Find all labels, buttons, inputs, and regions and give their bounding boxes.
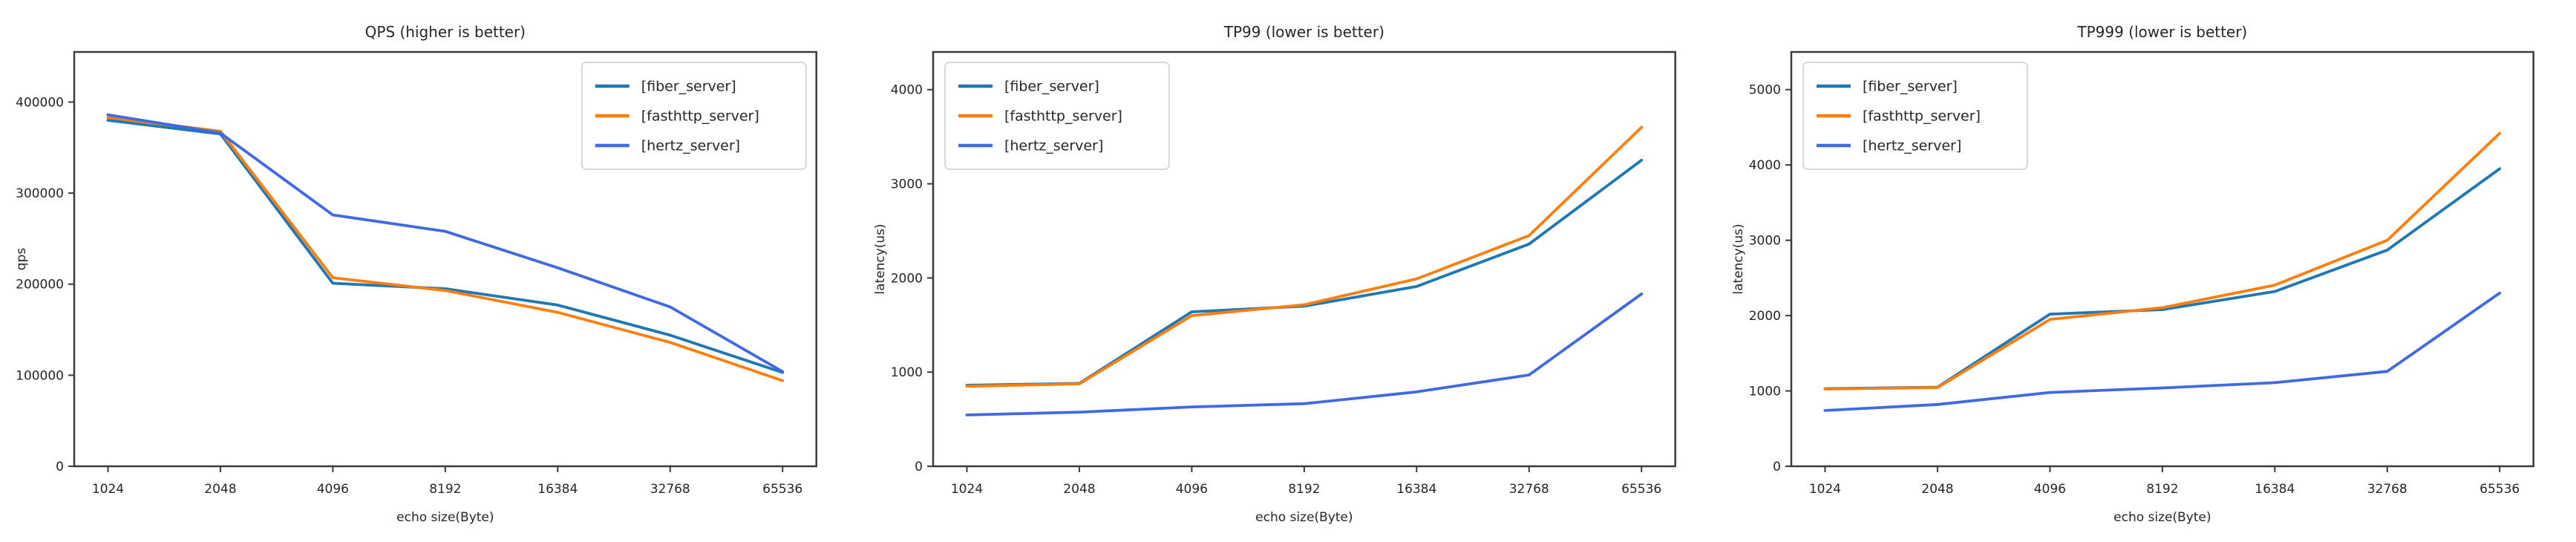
y-tick-label: 3000 xyxy=(1749,234,1781,249)
x-tick-label: 2048 xyxy=(204,482,236,497)
series-line-hertz_server xyxy=(965,292,1643,417)
x-tick-label: 8192 xyxy=(429,482,461,497)
y-tick-label: 0 xyxy=(915,460,923,474)
y-tick-label: 4000 xyxy=(890,83,922,98)
y-axis: 0 1000 2000 3000 4000 xyxy=(890,83,933,474)
legend-box xyxy=(1802,62,2028,170)
x-tick-label: 32768 xyxy=(650,482,690,497)
x-tick-label: 4096 xyxy=(317,482,349,497)
series-line-fasthttp_server xyxy=(106,116,785,382)
chart-title: QPS (higher is better) xyxy=(365,23,526,41)
x-tick-label: 4096 xyxy=(2034,482,2066,497)
y-tick-label: 4000 xyxy=(1749,158,1781,173)
y-tick-label: 200000 xyxy=(16,278,64,293)
tp99-chart-canvas: TP99 (lower is better) 0 1000 2000 3000 4000 1… xyxy=(858,0,1718,542)
legend: [fiber_server] [fasthttp_server] [hertz_se… xyxy=(944,62,1170,170)
x-tick-label: 16384 xyxy=(537,482,578,497)
x-axis: 1024 2048 4096 8192 16384 32768 65536 xyxy=(951,466,1661,497)
x-tick-label: 65536 xyxy=(2480,482,2520,497)
chart-tp99: TP99 (lower is better) 0 1000 2000 3000 4000 1… xyxy=(858,0,1718,542)
chart-qps: QPS (higher is better) 0 100000 200000 30000… xyxy=(0,0,859,542)
legend: [fiber_server] [fasthttp_server] [hertz_se… xyxy=(1802,62,2028,170)
x-tick-label: 65536 xyxy=(1621,482,1661,497)
legend-label: [fiber_server] xyxy=(641,78,736,94)
legend-label: [fiber_server] xyxy=(1863,78,1958,94)
series-line-hertz_server xyxy=(106,113,785,373)
x-tick-label: 16384 xyxy=(2255,482,2295,497)
x-tick-label: 32768 xyxy=(2367,482,2407,497)
x-tick-label: 1024 xyxy=(951,482,983,497)
chart-title: TP999 (lower is better) xyxy=(2077,23,2248,41)
y-tick-label: 2000 xyxy=(1749,309,1781,324)
y-tick-label: 1000 xyxy=(1749,385,1781,399)
x-axis-label: echo size(Byte) xyxy=(1255,510,1353,525)
legend-label: [fasthttp_server] xyxy=(1863,108,1981,124)
x-tick-label: 2048 xyxy=(1922,482,1954,497)
y-tick-label: 400000 xyxy=(16,95,64,110)
tp999-chart-canvas: TP999 (lower is better) 0 1000 2000 3000 4000… xyxy=(1717,0,2576,542)
series-line-fasthttp_server xyxy=(1823,131,2502,391)
chart-tp999: TP999 (lower is better) 0 1000 2000 3000 4000… xyxy=(1717,0,2576,542)
y-axis: 0 1000 2000 3000 4000 5000 xyxy=(1749,83,1792,474)
y-tick-label: 3000 xyxy=(890,177,922,192)
x-axis: 1024 2048 4096 8192 16384 32768 65536 xyxy=(92,466,802,497)
legend-box xyxy=(581,62,807,170)
x-tick-label: 1024 xyxy=(1809,482,1841,497)
x-tick-label: 65536 xyxy=(762,482,802,497)
legend-label: [hertz_server] xyxy=(1863,137,1961,154)
y-tick-label: 0 xyxy=(1774,460,1782,474)
legend: [fiber_server] [fasthttp_server] [hertz_se… xyxy=(581,62,807,170)
x-axis-label: echo size(Byte) xyxy=(396,510,494,525)
qps-chart-canvas: QPS (higher is better) 0 100000 200000 30000… xyxy=(0,0,859,542)
y-tick-label: 2000 xyxy=(890,271,922,286)
series-line-fasthttp_server xyxy=(965,125,1643,388)
legend-label: [hertz_server] xyxy=(641,137,740,154)
legend-label: [hertz_server] xyxy=(1004,137,1103,154)
chart-title: TP99 (lower is better) xyxy=(1223,23,1384,41)
y-axis-label: latency(us) xyxy=(1731,223,1746,294)
y-axis-label: qps xyxy=(14,248,29,271)
x-tick-label: 32768 xyxy=(1508,482,1549,497)
y-tick-label: 0 xyxy=(56,460,64,474)
series-line-hertz_server xyxy=(1823,291,2502,412)
x-tick-label: 16384 xyxy=(1396,482,1436,497)
x-tick-label: 8192 xyxy=(2147,482,2179,497)
legend-label: [fasthttp_server] xyxy=(1004,108,1122,124)
y-axis-label: latency(us) xyxy=(873,223,888,294)
y-tick-label: 300000 xyxy=(16,186,64,201)
y-tick-label: 100000 xyxy=(16,368,64,383)
legend-box xyxy=(944,62,1170,170)
x-tick-label: 8192 xyxy=(1288,482,1320,497)
y-tick-label: 5000 xyxy=(1749,83,1781,98)
x-tick-label: 1024 xyxy=(92,482,124,497)
x-tick-label: 4096 xyxy=(1175,482,1207,497)
x-axis: 1024 2048 4096 8192 16384 32768 65536 xyxy=(1809,466,2520,497)
y-tick-label: 1000 xyxy=(890,365,922,380)
x-tick-label: 2048 xyxy=(1063,482,1095,497)
legend-label: [fasthttp_server] xyxy=(641,108,759,124)
legend-label: [fiber_server] xyxy=(1004,78,1099,94)
y-axis: 0 100000 200000 300000 400000 xyxy=(16,95,74,474)
x-axis-label: echo size(Byte) xyxy=(2114,510,2211,525)
